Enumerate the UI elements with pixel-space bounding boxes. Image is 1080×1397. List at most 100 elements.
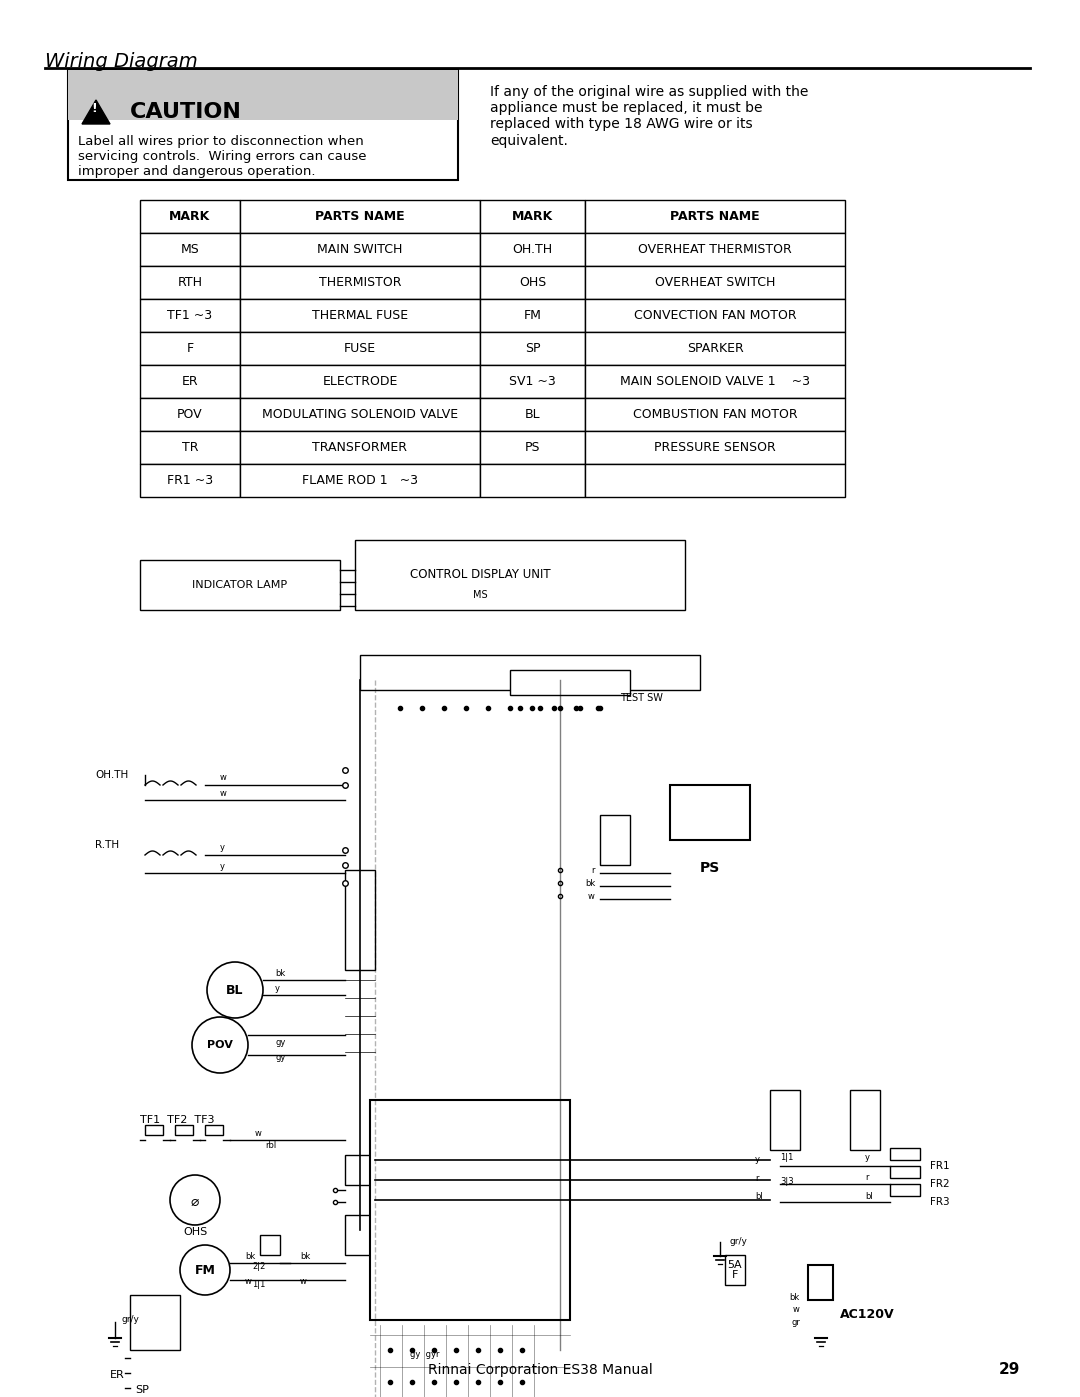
- Bar: [585, 200, 845, 233]
- Text: MAIN SOLENOID VALVE 1    ~3: MAIN SOLENOID VALVE 1 ~3: [620, 374, 810, 388]
- Bar: [240, 265, 480, 299]
- Text: SP: SP: [135, 1384, 149, 1396]
- Text: TF1 ~3: TF1 ~3: [167, 309, 213, 321]
- Bar: [890, 1166, 920, 1178]
- Bar: [585, 299, 845, 332]
- Bar: [240, 398, 480, 432]
- Text: Label all wires prior to disconnection when
servicing controls.  Wiring errors c: Label all wires prior to disconnection w…: [78, 136, 366, 177]
- Text: FM: FM: [524, 309, 541, 321]
- Text: SV1 ~3: SV1 ~3: [509, 374, 556, 388]
- Text: OHS: OHS: [518, 277, 546, 289]
- Bar: [510, 671, 630, 694]
- Text: COMBUSTION FAN MOTOR: COMBUSTION FAN MOTOR: [633, 408, 797, 420]
- Text: TEST SW: TEST SW: [620, 693, 663, 703]
- Text: y: y: [755, 1155, 760, 1164]
- Bar: [370, 1099, 570, 1320]
- Bar: [68, 70, 458, 180]
- Bar: [345, 870, 375, 970]
- Text: bk: bk: [789, 1294, 800, 1302]
- Text: gr/y: gr/y: [730, 1238, 747, 1246]
- Bar: [725, 1255, 745, 1285]
- Bar: [890, 1148, 920, 1160]
- Bar: [140, 365, 240, 398]
- Text: 29: 29: [999, 1362, 1020, 1377]
- Text: MAIN SWITCH: MAIN SWITCH: [318, 243, 403, 256]
- Text: BL: BL: [226, 983, 244, 996]
- Text: MS: MS: [180, 243, 200, 256]
- Polygon shape: [82, 101, 110, 124]
- Text: R.TH: R.TH: [95, 840, 119, 849]
- Text: 3|3: 3|3: [780, 1178, 794, 1186]
- Bar: [770, 1090, 800, 1150]
- Bar: [240, 464, 480, 497]
- Text: FLAME ROD 1   ~3: FLAME ROD 1 ~3: [302, 474, 418, 488]
- Text: POV: POV: [177, 408, 203, 420]
- Bar: [140, 560, 340, 610]
- Bar: [480, 200, 585, 233]
- Text: bk: bk: [300, 1252, 310, 1261]
- Text: ER: ER: [181, 374, 199, 388]
- Bar: [585, 432, 845, 464]
- Bar: [480, 233, 585, 265]
- Bar: [600, 814, 630, 865]
- Bar: [240, 299, 480, 332]
- Text: FR1 ~3: FR1 ~3: [167, 474, 213, 488]
- Text: y: y: [220, 842, 225, 852]
- Bar: [585, 265, 845, 299]
- Text: 2|2: 2|2: [252, 1261, 266, 1271]
- Text: bl: bl: [755, 1192, 762, 1201]
- Text: w: w: [255, 1129, 261, 1139]
- Text: AC120V: AC120V: [840, 1309, 894, 1322]
- Text: BL: BL: [525, 408, 540, 420]
- Text: r: r: [865, 1173, 868, 1182]
- Text: F: F: [187, 342, 193, 355]
- Bar: [585, 332, 845, 365]
- Text: FR1: FR1: [930, 1161, 949, 1171]
- Bar: [890, 1185, 920, 1196]
- Text: If any of the original wire as supplied with the
appliance must be replaced, it : If any of the original wire as supplied …: [490, 85, 808, 148]
- Text: y: y: [275, 983, 280, 993]
- Text: ELECTRODE: ELECTRODE: [322, 374, 397, 388]
- Circle shape: [192, 1017, 248, 1073]
- Text: rbl: rbl: [265, 1141, 276, 1150]
- Bar: [480, 464, 585, 497]
- Text: MODULATING SOLENOID VALVE: MODULATING SOLENOID VALVE: [262, 408, 458, 420]
- Text: POV: POV: [207, 1039, 233, 1051]
- Text: bl: bl: [865, 1192, 873, 1201]
- Bar: [240, 332, 480, 365]
- Bar: [480, 432, 585, 464]
- Text: FM: FM: [194, 1263, 215, 1277]
- Text: 5A: 5A: [728, 1260, 742, 1270]
- Text: w: w: [245, 1277, 252, 1287]
- Text: w: w: [793, 1305, 800, 1315]
- Circle shape: [180, 1245, 230, 1295]
- Text: PARTS NAME: PARTS NAME: [315, 210, 405, 224]
- Bar: [140, 464, 240, 497]
- Bar: [140, 432, 240, 464]
- Text: 1|1: 1|1: [780, 1153, 794, 1162]
- Text: gy  gyr: gy gyr: [410, 1350, 440, 1359]
- Text: gr/y: gr/y: [122, 1316, 140, 1324]
- Text: OVERHEAT THERMISTOR: OVERHEAT THERMISTOR: [638, 243, 792, 256]
- Bar: [205, 1125, 222, 1134]
- Text: THERMISTOR: THERMISTOR: [319, 277, 402, 289]
- Circle shape: [207, 963, 264, 1018]
- Bar: [360, 655, 700, 690]
- Bar: [585, 365, 845, 398]
- Text: w: w: [220, 773, 227, 782]
- Text: r: r: [755, 1173, 758, 1183]
- Text: OHS: OHS: [183, 1227, 207, 1236]
- Text: INDICATOR LAMP: INDICATOR LAMP: [192, 580, 287, 590]
- Text: bk: bk: [275, 970, 285, 978]
- Text: PRESSURE SENSOR: PRESSURE SENSOR: [654, 441, 775, 454]
- Text: bk: bk: [584, 879, 595, 888]
- Text: y: y: [865, 1153, 870, 1162]
- Bar: [240, 233, 480, 265]
- Bar: [585, 398, 845, 432]
- Text: ⌀: ⌀: [191, 1194, 199, 1208]
- Bar: [130, 1295, 180, 1350]
- Text: gy: gy: [275, 1053, 285, 1062]
- Bar: [240, 200, 480, 233]
- Text: w: w: [220, 789, 227, 798]
- Text: MARK: MARK: [512, 210, 553, 224]
